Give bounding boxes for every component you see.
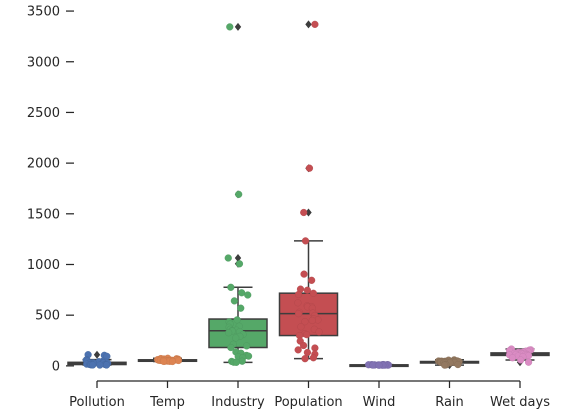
data-point	[235, 190, 243, 198]
data-point	[441, 361, 449, 369]
data-point	[294, 299, 302, 307]
data-point	[238, 289, 246, 297]
data-point	[311, 20, 319, 28]
data-point	[375, 361, 383, 369]
data-point	[299, 341, 308, 350]
x-tick-label: Temp	[149, 395, 185, 410]
data-point	[517, 356, 525, 364]
data-point	[226, 23, 234, 31]
y-tick-label: 1000	[27, 258, 60, 273]
data-point	[300, 208, 308, 217]
data-point	[294, 310, 303, 318]
points-rain	[434, 356, 463, 369]
data-point	[305, 164, 314, 172]
data-point	[102, 361, 111, 369]
data-point	[309, 289, 317, 297]
data-point	[300, 270, 308, 278]
y-tick-label: 0	[52, 359, 60, 374]
outlier-marker	[305, 208, 312, 217]
data-point	[294, 290, 303, 299]
data-point	[303, 286, 311, 294]
data-point	[308, 316, 316, 325]
data-point	[224, 254, 232, 262]
x-tick-label: Wind	[363, 395, 396, 410]
y-tick-label: 2500	[27, 106, 60, 121]
data-point	[96, 361, 104, 369]
data-point	[160, 357, 168, 366]
data-point	[227, 343, 235, 352]
data-point	[311, 344, 319, 352]
plot-area	[67, 20, 550, 370]
y-tick-label: 500	[35, 309, 60, 324]
outlier-marker	[234, 22, 242, 31]
data-point	[227, 283, 235, 291]
y-axis: 0 500 1000 1500 2000 2500 3000 3500	[27, 5, 74, 374]
points-wind	[364, 360, 393, 369]
data-point	[232, 334, 240, 342]
data-point	[301, 237, 310, 245]
x-tick-label: Pollution	[69, 395, 125, 410]
y-tick-label: 3500	[27, 5, 60, 20]
data-point	[235, 260, 244, 268]
data-point	[243, 342, 251, 350]
x-tick-label: Wet days	[490, 395, 550, 410]
outlier-marker	[93, 350, 101, 359]
box-population	[278, 20, 339, 360]
outlier-marker	[305, 20, 312, 29]
data-point	[303, 331, 311, 339]
x-tick-label: Rain	[435, 395, 464, 410]
data-point	[309, 354, 318, 362]
points-industry	[224, 23, 253, 366]
x-tick-label: Industry	[211, 395, 265, 410]
y-tick-label: 1500	[27, 207, 60, 222]
points-pollution	[82, 351, 112, 369]
data-point	[225, 329, 233, 337]
y-tick-label: 3000	[27, 55, 60, 70]
data-point	[237, 304, 245, 312]
data-point	[297, 323, 305, 331]
data-point	[168, 357, 177, 366]
points-population	[294, 20, 323, 363]
data-point	[508, 354, 517, 362]
points-wet-days	[505, 345, 535, 366]
data-point	[233, 316, 241, 324]
data-point	[301, 355, 309, 363]
data-point	[315, 328, 323, 336]
data-point	[524, 358, 533, 366]
data-point	[301, 318, 309, 326]
data-point	[238, 357, 246, 365]
data-point	[308, 276, 316, 284]
y-tick-label: 2000	[27, 157, 60, 172]
data-point	[230, 297, 238, 305]
points-temp	[154, 354, 183, 366]
data-point	[303, 348, 312, 357]
data-point	[369, 361, 377, 369]
data-point	[174, 356, 183, 365]
data-point	[294, 346, 302, 354]
data-point	[244, 291, 252, 299]
data-point	[89, 361, 97, 369]
data-point	[232, 358, 240, 366]
outlier-marker	[234, 254, 242, 263]
x-tick-label: Population	[274, 395, 342, 410]
data-point	[454, 360, 462, 369]
x-axis: Pollution Temp Industry Population Wind Rain W…	[69, 380, 550, 410]
